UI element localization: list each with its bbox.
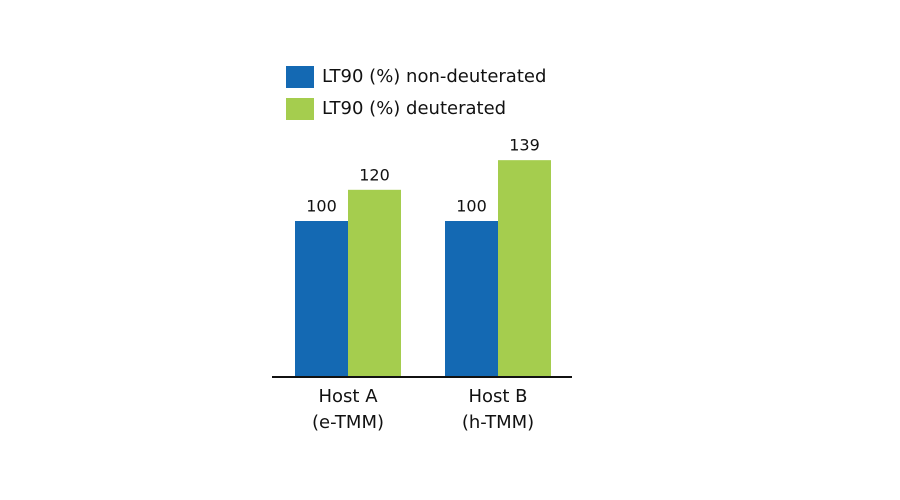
x-tick-label: (e-TMM) — [312, 412, 384, 433]
x-tick-label: (h-TMM) — [462, 412, 534, 433]
value-label: 100 — [306, 197, 337, 216]
legend-swatch — [286, 66, 314, 88]
value-label: 139 — [509, 136, 540, 155]
bar — [348, 189, 401, 377]
x-tick-label: Host A — [318, 386, 378, 407]
legend-swatch — [286, 98, 314, 120]
value-label: 100 — [456, 197, 487, 216]
legend-label: LT90 (%) non-deuterated — [322, 66, 546, 87]
x-tick-label: Host B — [468, 386, 527, 407]
value-label: 120 — [359, 165, 390, 184]
bar — [295, 221, 348, 377]
legend-label: LT90 (%) deuterated — [322, 98, 506, 119]
bar — [445, 221, 498, 377]
bar — [498, 160, 551, 377]
